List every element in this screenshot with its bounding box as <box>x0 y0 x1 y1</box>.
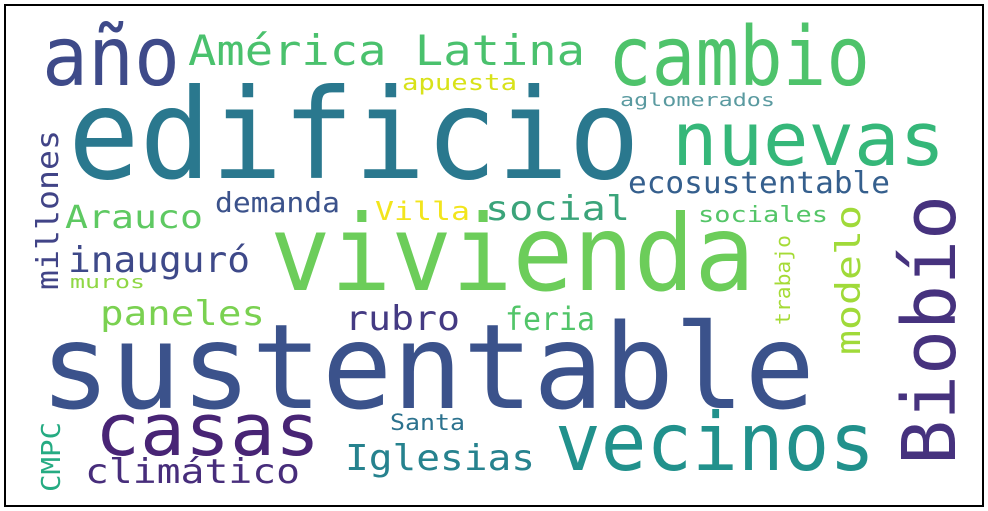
word: social <box>485 189 630 229</box>
word: Iglesias <box>345 438 535 479</box>
word: Arauco <box>65 198 203 236</box>
word: América Latina <box>188 26 585 75</box>
word: demanda <box>215 186 340 219</box>
word: muros <box>70 272 145 293</box>
word: casas <box>95 388 320 472</box>
word: vivienda <box>270 193 755 315</box>
word: Biobío <box>887 195 973 465</box>
word: millones <box>31 130 66 290</box>
word: Villa <box>375 197 470 227</box>
word: feria <box>505 300 595 338</box>
word: nuevas <box>672 97 945 183</box>
word: climático <box>85 452 300 492</box>
word: apuesta <box>402 71 517 96</box>
word: sustentable <box>40 298 815 436</box>
word: rubro <box>345 299 460 339</box>
word: paneles <box>100 294 265 334</box>
word: ecosustentable <box>628 166 890 201</box>
frame <box>4 4 984 507</box>
word: modelo <box>829 205 869 355</box>
word: vecinos <box>555 396 875 489</box>
word: inauguró <box>68 240 250 281</box>
word: trabajo <box>771 235 795 325</box>
word: edificio <box>68 63 640 208</box>
word: Santa <box>390 411 465 436</box>
word: año <box>42 10 180 105</box>
word: CMPC <box>37 422 67 492</box>
word: aglomerados <box>620 90 775 111</box>
word: cambio <box>608 10 870 105</box>
word: sociales <box>698 203 828 228</box>
